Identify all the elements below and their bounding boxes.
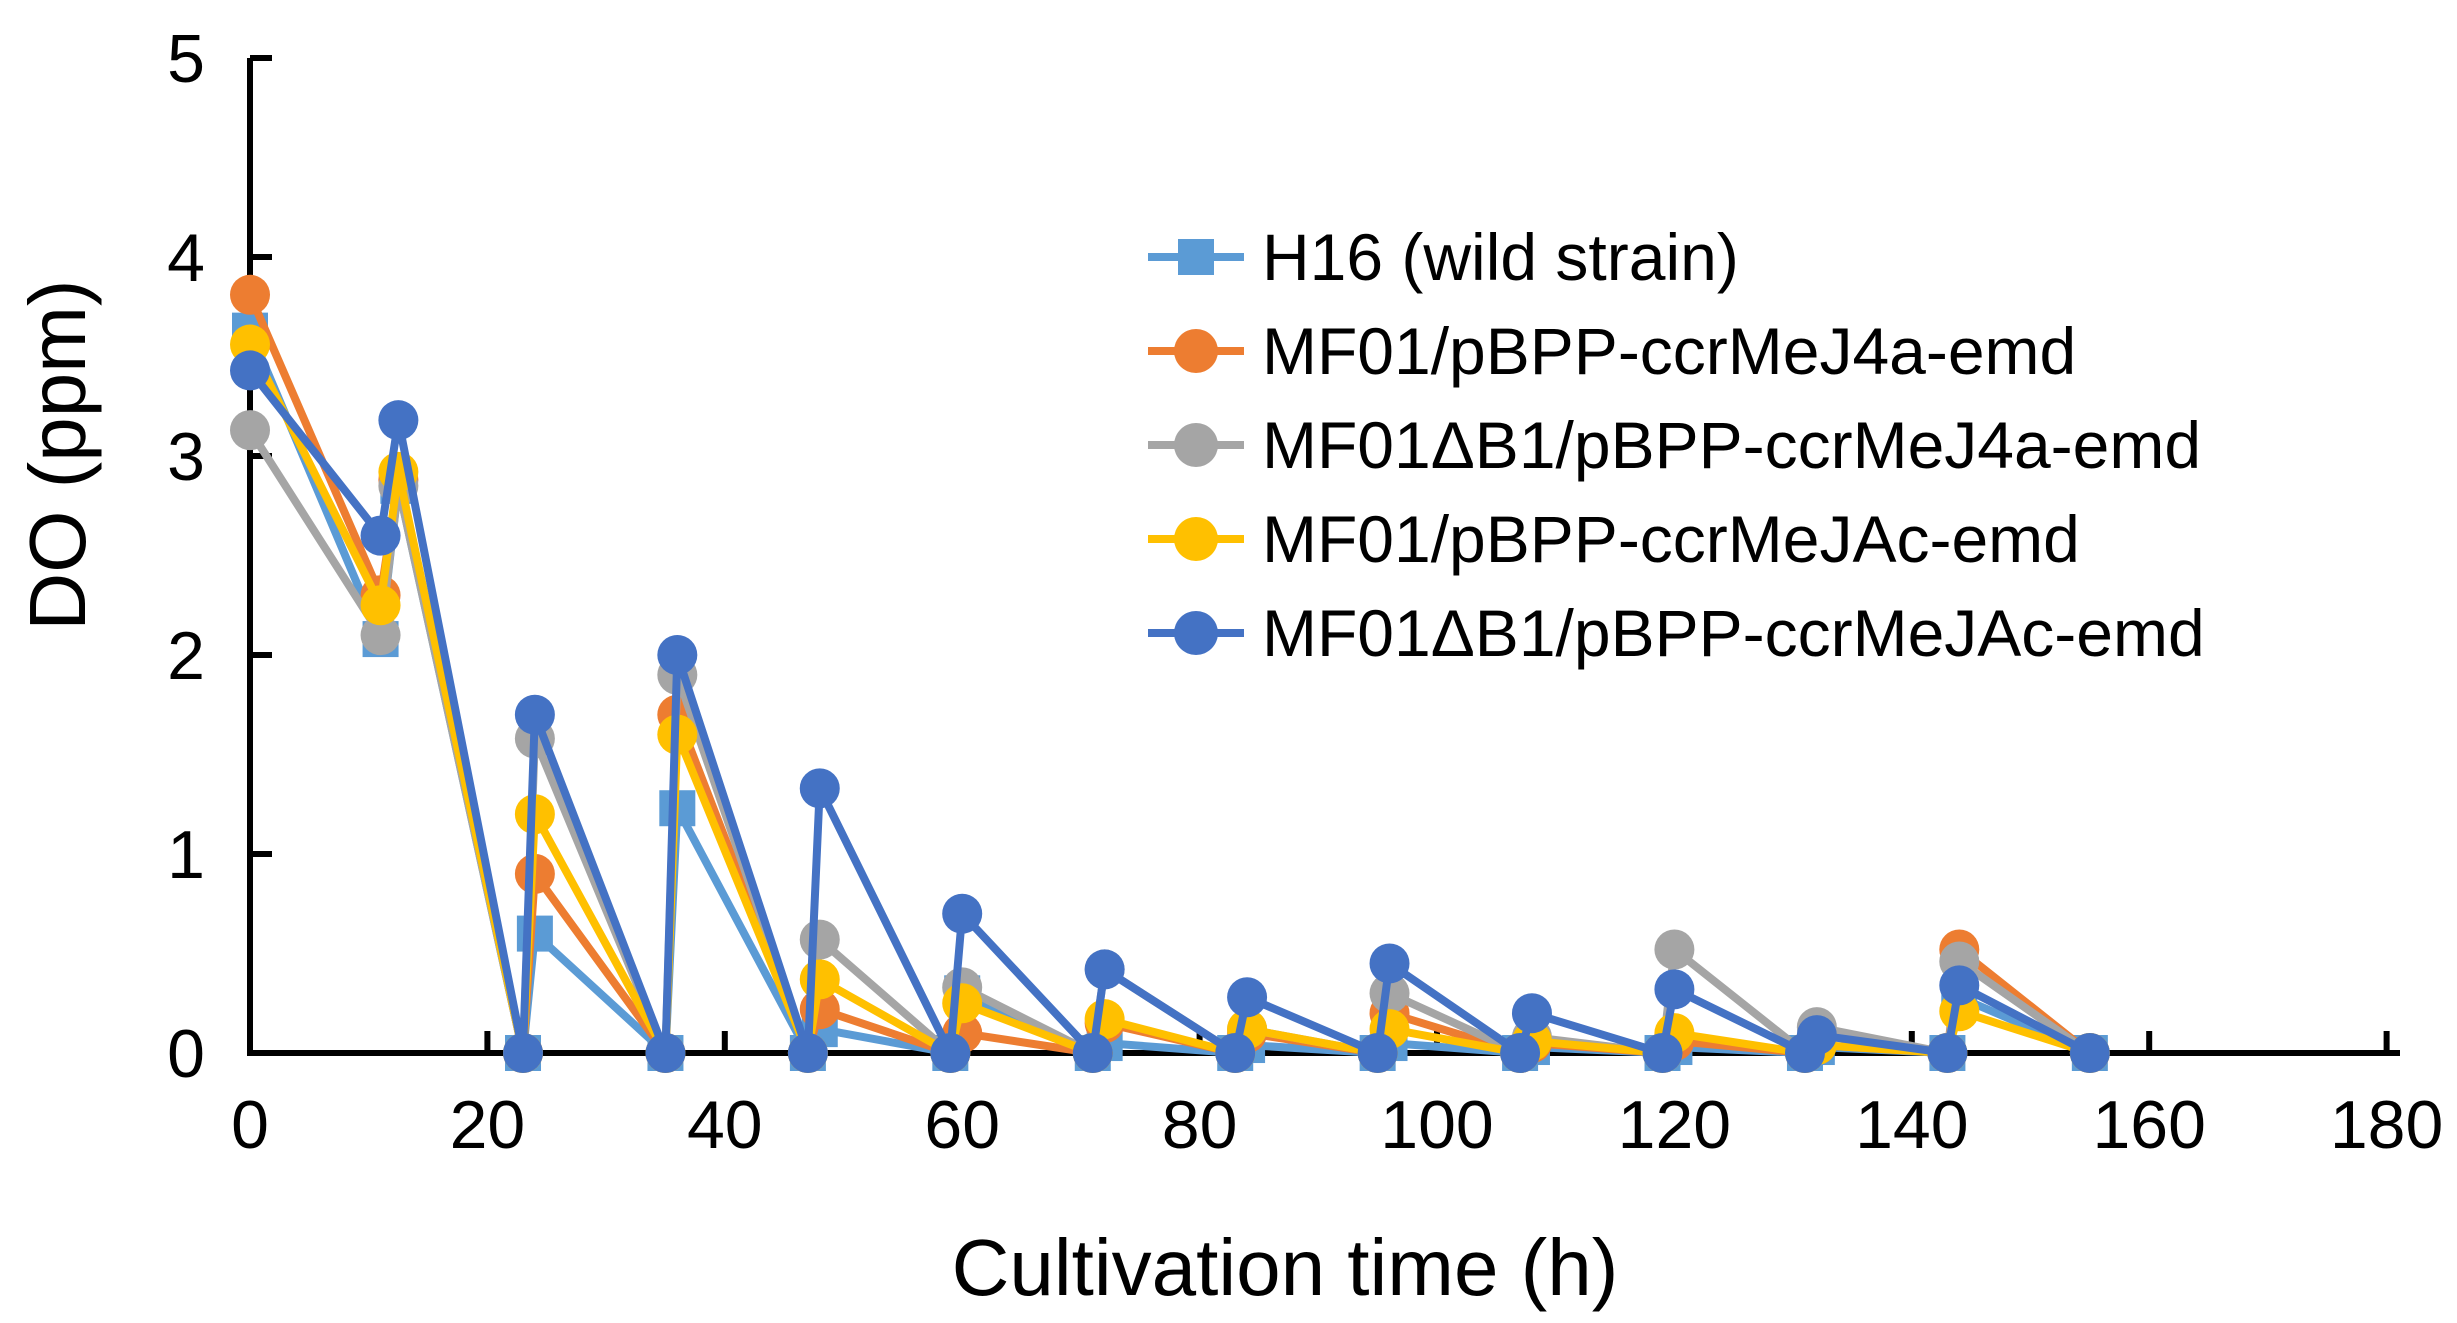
- y-tick-label: 4: [167, 220, 205, 296]
- series-marker-circle: [360, 585, 401, 626]
- series-1: [230, 274, 2110, 1073]
- legend: H16 (wild strain) MF01/pBPP-ccrMeJ4a-emd M…: [1148, 220, 2205, 670]
- series-marker-circle: [1511, 993, 1552, 1034]
- series-line: [246, 367, 2092, 1057]
- series-marker-circle: [1796, 1015, 1837, 1056]
- legend-label: H16 (wild strain): [1262, 220, 1739, 294]
- legend-label: MF01ΔB1/pBPP-ccrMeJAc-emd: [1262, 596, 2205, 670]
- series-marker-circle: [799, 768, 840, 809]
- legend-item-2: MF01ΔB1/pBPP-ccrMeJ4a-emd: [1148, 408, 2201, 482]
- y-tick-label: 2: [167, 618, 205, 694]
- x-tick-label: 100: [1380, 1087, 1493, 1163]
- series-marker-circle: [360, 615, 401, 656]
- series-marker-circle: [799, 919, 840, 960]
- series-marker-circle: [787, 1033, 828, 1073]
- series-marker-circle: [1072, 1033, 1113, 1073]
- series-marker-circle: [1939, 965, 1980, 1006]
- x-tick-label: 140: [1855, 1087, 1968, 1163]
- series-marker-circle: [1500, 1033, 1541, 1073]
- series-marker-circle: [645, 1033, 686, 1073]
- series-marker-circle: [942, 893, 983, 934]
- y-tick-label: 5: [167, 21, 205, 97]
- legend-marker-circle: [1174, 423, 1218, 467]
- legend-item-1: MF01/pBPP-ccrMeJ4a-emd: [1148, 314, 2076, 388]
- series-marker-circle: [1215, 1033, 1256, 1073]
- x-tick-label: 40: [687, 1087, 763, 1163]
- series-marker-circle: [1654, 929, 1695, 970]
- y-tick-label: 3: [167, 419, 205, 495]
- series-marker-circle: [360, 515, 401, 556]
- series-marker-circle: [503, 1033, 544, 1073]
- legend-item-0: H16 (wild strain): [1148, 220, 1739, 294]
- series-marker-circle: [1084, 949, 1125, 990]
- series-marker-circle: [2069, 1033, 2110, 1073]
- x-tick-label: 160: [2092, 1087, 2205, 1163]
- x-tick-label: 180: [2330, 1087, 2443, 1163]
- y-tick-label: 0: [167, 1016, 205, 1092]
- series-marker-circle: [930, 1033, 971, 1073]
- series-marker-circle: [1927, 1033, 1968, 1073]
- legend-label: MF01/pBPP-ccrMeJ4a-emd: [1262, 314, 2076, 388]
- series-marker-circle: [230, 410, 270, 451]
- legend-item-3: MF01/pBPP-ccrMeJAc-emd: [1148, 502, 2080, 576]
- series-marker-circle: [799, 959, 840, 1000]
- y-tick-labels: 0 1 2 3 4 5: [167, 21, 205, 1092]
- series-marker-circle: [514, 694, 555, 735]
- legend-marker-circle: [1174, 611, 1218, 655]
- legend-label: MF01/pBPP-ccrMeJAc-emd: [1262, 502, 2080, 576]
- series-marker-circle: [1357, 1033, 1398, 1073]
- legend-marker-circle: [1174, 329, 1218, 373]
- series-marker-circle: [230, 274, 270, 315]
- legend-marker-circle: [1174, 517, 1218, 561]
- legend-marker-square: [1178, 239, 1214, 275]
- series-marker-circle: [1227, 977, 1268, 1018]
- legend-label: MF01ΔB1/pBPP-ccrMeJ4a-emd: [1262, 408, 2201, 482]
- x-tick-label: 120: [1618, 1087, 1731, 1163]
- series-marker-circle: [1654, 969, 1695, 1010]
- x-tick-label: 20: [450, 1087, 526, 1163]
- series-layer: [230, 274, 2110, 1073]
- series-marker-circle: [657, 635, 698, 675]
- series-line: [246, 342, 2092, 1057]
- series-marker-circle: [378, 400, 419, 441]
- y-tick-label: 1: [167, 817, 205, 893]
- series-marker-circle: [1369, 943, 1410, 984]
- x-tick-label: 80: [1162, 1087, 1238, 1163]
- legend-item-4: MF01ΔB1/pBPP-ccrMeJAc-emd: [1148, 596, 2205, 670]
- series-marker-circle: [942, 983, 983, 1024]
- x-tick-label: 60: [924, 1087, 1000, 1163]
- y-axis-title: DO (ppm): [13, 279, 102, 630]
- x-tick-label: 0: [231, 1087, 269, 1163]
- series-marker-circle: [230, 350, 270, 391]
- x-tick-labels: 0 20 40 60 80 100 120 140 160 180: [231, 1087, 2443, 1163]
- series-marker-circle: [1642, 1033, 1683, 1073]
- x-axis-title: Cultivation time (h): [952, 1223, 1619, 1312]
- series-4: [230, 350, 2110, 1073]
